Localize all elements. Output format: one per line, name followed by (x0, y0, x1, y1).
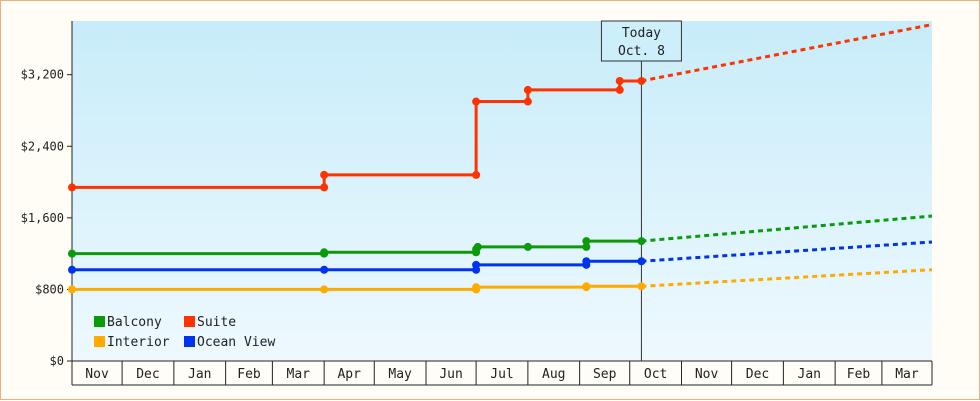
data-point (473, 242, 482, 251)
legend-swatch-suite (184, 316, 195, 327)
data-point (320, 285, 329, 294)
series-balcony (68, 214, 933, 258)
x-tick-label: Oct (644, 367, 667, 382)
y-tick-label: $3,200 (21, 68, 64, 82)
y-tick-label: $1,600 (21, 211, 64, 225)
x-tick-label: Dec (136, 367, 159, 382)
x-tick-label: Feb (847, 367, 871, 382)
y-tick-label: $0 (50, 354, 64, 368)
data-point (472, 97, 481, 106)
data-point (615, 85, 624, 94)
forecast-line-balcony (641, 214, 933, 243)
series-line-suite (72, 79, 642, 189)
forecast-line-interior (641, 268, 933, 288)
x-tick-label: Mar (895, 367, 919, 382)
data-point (637, 282, 646, 291)
x-tick-label: Sep (593, 367, 617, 382)
data-point (523, 242, 532, 251)
legend-swatch-balcony (94, 316, 105, 327)
data-point (68, 183, 76, 192)
data-point (320, 183, 329, 192)
data-point (68, 285, 76, 294)
data-point (472, 260, 481, 269)
data-point (582, 242, 591, 251)
data-point (582, 257, 591, 266)
data-point (637, 237, 646, 246)
plot-background (72, 21, 932, 361)
data-point (615, 76, 624, 85)
forecast-line-ocean-view (641, 240, 933, 263)
legend: Balcony Suite Interior Ocean View (94, 315, 275, 350)
forecast-line-suite (641, 23, 933, 83)
data-point (320, 248, 329, 257)
x-tick-label: Jun (439, 367, 462, 382)
x-tick-label: Dec (746, 367, 769, 382)
series-ocean-view (68, 240, 933, 274)
axes: $0 $800 $1,600 $2,400 $3,200 Nov Dec Jan Feb Mar A… (21, 21, 933, 386)
data-point (320, 170, 329, 179)
x-tick-label: Apr (337, 367, 361, 382)
x-tick-label: May (388, 367, 412, 382)
legend-label-ocean-view: Ocean View (197, 335, 275, 350)
data-point (320, 265, 329, 274)
y-tick-label: $800 (35, 282, 64, 296)
x-tick-label: Mar (287, 367, 311, 382)
today-box (600, 20, 682, 62)
today-marker: Today Oct. 8 (600, 20, 682, 361)
y-tick-label: $2,400 (21, 139, 64, 153)
data-point (68, 265, 76, 274)
series-interior (68, 268, 933, 294)
x-tick-label: Aug (542, 367, 565, 382)
x-tick-label: Jan (188, 367, 211, 382)
series-layer (68, 23, 933, 294)
data-point (582, 237, 591, 246)
data-point (582, 282, 591, 291)
legend-swatch-ocean-view (184, 336, 195, 347)
data-point (523, 97, 532, 106)
data-point (472, 283, 481, 292)
series-suite (68, 23, 933, 192)
data-point (68, 249, 76, 258)
data-point (637, 76, 646, 85)
legend-label-balcony: Balcony (107, 315, 162, 330)
legend-label-suite: Suite (197, 315, 236, 330)
data-point (472, 170, 481, 179)
data-point (637, 257, 646, 266)
today-date: Oct. 8 (618, 44, 665, 59)
today-label: Today (622, 26, 661, 41)
legend-swatch-interior (94, 336, 105, 347)
x-tick-label: Feb (237, 367, 261, 382)
x-tick-label: Nov (85, 367, 109, 382)
legend-label-interior: Interior (107, 335, 170, 350)
x-tick-label: Jan (798, 367, 821, 382)
data-point (523, 85, 532, 94)
x-tick-label: Nov (695, 367, 719, 382)
x-tick-label: Jul (490, 367, 513, 382)
